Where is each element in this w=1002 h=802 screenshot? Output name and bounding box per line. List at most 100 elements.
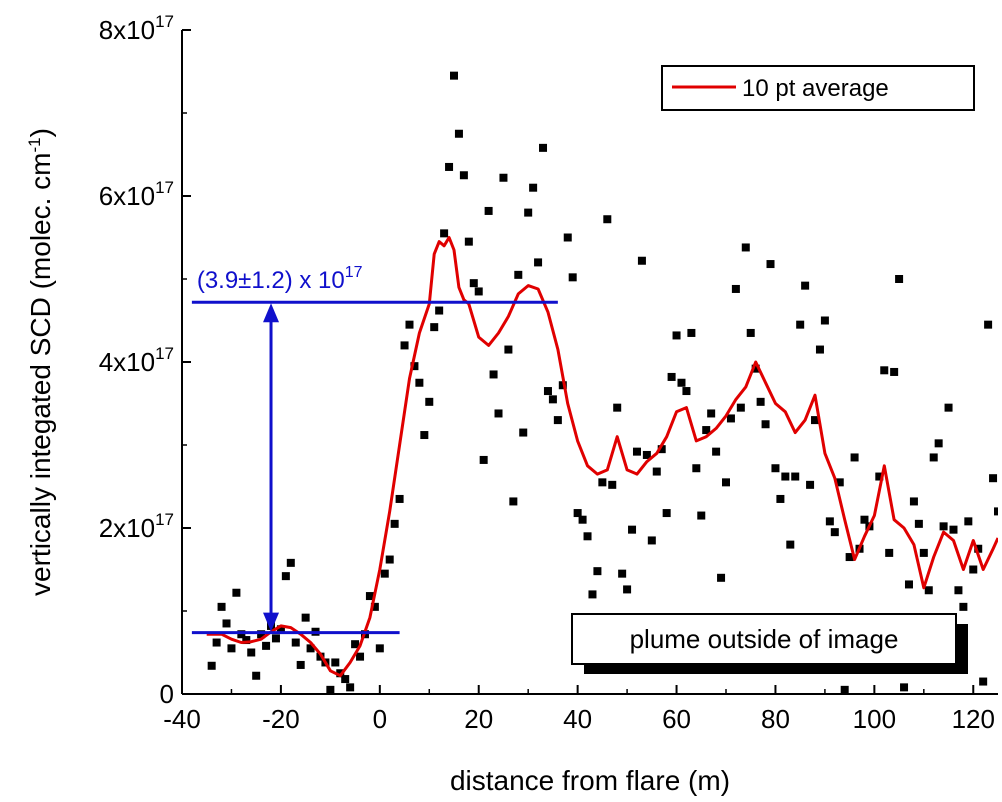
scatter-point bbox=[840, 685, 849, 694]
scatter-point bbox=[494, 409, 503, 418]
scatter-point bbox=[900, 683, 909, 692]
scatter-point bbox=[835, 478, 844, 487]
scatter-point bbox=[346, 683, 355, 692]
scatter-point bbox=[365, 592, 374, 601]
scatter-point bbox=[642, 450, 651, 459]
scatter-point bbox=[593, 567, 602, 576]
scatter-point bbox=[687, 328, 696, 337]
scatter-point bbox=[914, 519, 923, 528]
scatter-point bbox=[207, 661, 216, 670]
scatter-point bbox=[296, 660, 305, 669]
scatter-point bbox=[791, 472, 800, 481]
scatter-point bbox=[405, 320, 414, 329]
scatter-point bbox=[484, 206, 493, 215]
y-axis-label-main: vertically integated SCD (molec. cm bbox=[25, 152, 56, 595]
y-axis-label: vertically integated SCD (molec. cm-1) bbox=[25, 128, 56, 596]
x-tick-label: 40 bbox=[563, 704, 592, 734]
scatter-point bbox=[435, 306, 444, 315]
scatter-point bbox=[672, 331, 681, 340]
scatter-point bbox=[924, 586, 933, 595]
scatter-point bbox=[553, 416, 562, 425]
scatter-point bbox=[969, 565, 978, 574]
scatter-point bbox=[222, 619, 231, 628]
scatter-point bbox=[939, 522, 948, 531]
scatter-point bbox=[825, 517, 834, 526]
scatter-point bbox=[247, 648, 256, 657]
scatter-point bbox=[445, 162, 454, 171]
scatter-point bbox=[964, 517, 973, 526]
scatter-point bbox=[558, 381, 567, 390]
scatter-point bbox=[286, 558, 295, 567]
scatter-point bbox=[682, 387, 691, 396]
arrow-head-down bbox=[263, 612, 280, 632]
scatter-point bbox=[657, 445, 666, 454]
scatter-point bbox=[440, 229, 449, 238]
scatter-point bbox=[489, 370, 498, 379]
scatter-point bbox=[974, 544, 983, 553]
x-tick-label: -20 bbox=[262, 704, 300, 734]
scatter-point bbox=[375, 644, 384, 653]
scatter-point bbox=[563, 233, 572, 242]
scatter-point bbox=[583, 532, 592, 541]
scatter-point bbox=[262, 641, 271, 650]
scatter-point bbox=[697, 511, 706, 520]
scatter-point bbox=[692, 464, 701, 473]
scatter-point bbox=[237, 630, 246, 639]
scatter-point bbox=[252, 671, 261, 680]
scatter-point bbox=[722, 478, 730, 487]
scatter-point bbox=[514, 270, 523, 279]
scatter-point bbox=[519, 428, 528, 437]
scatter-point bbox=[573, 509, 582, 518]
scatter-point bbox=[801, 281, 810, 290]
y-axis-label-sup: -1 bbox=[25, 137, 44, 152]
scatter-point bbox=[568, 273, 577, 282]
scatter-point bbox=[212, 638, 221, 647]
scatter-point bbox=[736, 403, 745, 412]
scatter-point bbox=[425, 397, 434, 406]
scatter-point bbox=[860, 515, 869, 524]
scatter-point bbox=[717, 573, 726, 582]
scatter-point bbox=[524, 208, 533, 217]
y-tick-label: 6x1017 bbox=[99, 178, 174, 211]
scatter-point bbox=[370, 602, 379, 611]
scatter-point bbox=[707, 409, 716, 418]
scatter-point bbox=[934, 439, 943, 448]
scatter-point bbox=[984, 320, 993, 329]
scatter-point bbox=[741, 243, 750, 252]
scatter-point bbox=[291, 638, 300, 647]
scatter-point bbox=[351, 640, 360, 649]
scatter-point bbox=[909, 497, 918, 506]
scatter-point bbox=[281, 572, 290, 581]
note-box: plume outside of image bbox=[571, 613, 968, 674]
scatter-point bbox=[761, 420, 770, 429]
x-tick-label: 80 bbox=[761, 704, 790, 734]
y-axis-label-close: ) bbox=[25, 128, 56, 137]
scatter-point bbox=[271, 634, 280, 643]
scatter-point bbox=[341, 675, 350, 684]
scatter-point bbox=[276, 625, 285, 634]
scatter-point bbox=[529, 183, 538, 192]
y-tick-label: 2x1017 bbox=[99, 510, 174, 543]
y-tick-label: 8x1017 bbox=[99, 12, 174, 45]
scatter-point bbox=[919, 548, 928, 557]
scatter-point bbox=[781, 472, 790, 481]
scatter-point bbox=[756, 397, 765, 406]
scatter-point bbox=[712, 447, 721, 456]
scatter-point bbox=[613, 403, 622, 412]
scatter-point bbox=[227, 644, 236, 653]
legend: 10 pt average bbox=[661, 65, 975, 111]
scatter-point bbox=[242, 636, 251, 645]
scatter-point bbox=[504, 345, 513, 354]
legend-label: 10 pt average bbox=[742, 75, 889, 102]
scatter-point bbox=[662, 509, 671, 518]
scatter-point bbox=[885, 548, 894, 557]
scatter-point bbox=[380, 569, 389, 578]
scatter-point bbox=[301, 613, 310, 622]
annotation-label: (3.9±1.2) x 1017 bbox=[197, 264, 363, 294]
scatter-point bbox=[979, 677, 988, 686]
scatter-point bbox=[702, 426, 711, 435]
scatter-point bbox=[420, 431, 429, 440]
scatter-point bbox=[875, 472, 884, 481]
scatter-point bbox=[474, 287, 483, 296]
y-tick-label: 0 bbox=[160, 679, 174, 709]
